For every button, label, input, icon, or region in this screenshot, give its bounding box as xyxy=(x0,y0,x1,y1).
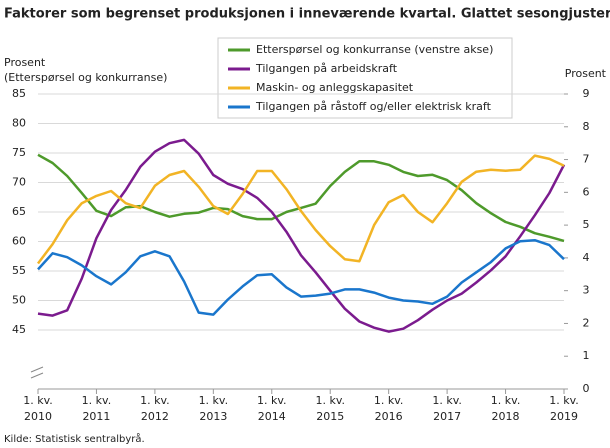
y2-tick-label: 8 xyxy=(583,120,590,133)
x-tick-label: 1. kv. xyxy=(491,394,521,407)
x-tick-label: 1. kv. xyxy=(257,394,287,407)
x-tick-label: 2017 xyxy=(433,410,461,423)
axis-break xyxy=(30,366,44,379)
x-tick-label: 1. kv. xyxy=(549,394,579,407)
y2-tick-label: 2 xyxy=(583,316,590,329)
series-line xyxy=(37,154,565,265)
legend-label: Tilgangen på arbeidskraft xyxy=(255,62,398,75)
y-tick-label: 70 xyxy=(12,176,26,189)
legend-box xyxy=(217,37,513,119)
y-tick-label: 45 xyxy=(12,323,26,336)
x-tick-label: 2016 xyxy=(375,410,403,423)
y2-tick-label: 1 xyxy=(583,349,590,362)
x-tick-label: 1. kv. xyxy=(432,394,462,407)
y-axis-label: (Etterspørsel og konkurranse) xyxy=(4,71,167,84)
y2-tick-label: 9 xyxy=(583,87,590,100)
y2-tick-label: 4 xyxy=(583,251,590,264)
x-tick-label: 1. kv. xyxy=(140,394,170,407)
y-tick-label: 50 xyxy=(12,294,26,307)
y2-tick-label: 0 xyxy=(583,382,590,395)
y-tick-label: 55 xyxy=(12,264,26,277)
x-tick-label: 2014 xyxy=(258,410,286,423)
y2-axis-label: Prosent xyxy=(565,67,607,80)
y-tick-label: 75 xyxy=(12,146,26,159)
legend-label: Etterspørsel og konkurranse (venstre aks… xyxy=(256,43,493,56)
x-tick-label: 2019 xyxy=(550,410,578,423)
series-line xyxy=(37,153,565,243)
y-tick-label: 65 xyxy=(12,205,26,218)
x-tick-label: 2010 xyxy=(24,410,52,423)
y2-tick-label: 7 xyxy=(583,153,590,166)
x-tick-label: 1. kv. xyxy=(82,394,112,407)
y-axis-label: Prosent xyxy=(4,56,46,69)
x-tick-label: 2011 xyxy=(82,410,110,423)
legend-label: Tilgangen på råstoff og/eller elektrisk … xyxy=(255,100,492,113)
x-tick-label: 1. kv. xyxy=(315,394,345,407)
x-tick-label: 2013 xyxy=(199,410,227,423)
y2-tick-label: 6 xyxy=(583,185,590,198)
y2-tick-label: 3 xyxy=(583,284,590,297)
y2-tick-label: 5 xyxy=(583,218,590,231)
x-tick-label: 1. kv. xyxy=(374,394,404,407)
x-tick-label: 1. kv. xyxy=(23,394,53,407)
series-line xyxy=(37,238,565,316)
series-line xyxy=(37,138,566,333)
source: Kilde: Statistisk sentralbyrå. xyxy=(4,432,145,445)
y-tick-label: 60 xyxy=(12,235,26,248)
y-tick-label: 85 xyxy=(12,87,26,100)
chart-title: Faktorer som begrenset produksjonen i in… xyxy=(4,7,610,22)
x-tick-label: 2018 xyxy=(492,410,520,423)
x-tick-label: 1. kv. xyxy=(199,394,229,407)
x-tick-label: 2015 xyxy=(316,410,344,423)
y-tick-label: 80 xyxy=(12,117,26,130)
x-tick-label: 2012 xyxy=(141,410,169,423)
legend-label: Maskin- og anleggskapasitet xyxy=(256,81,414,94)
